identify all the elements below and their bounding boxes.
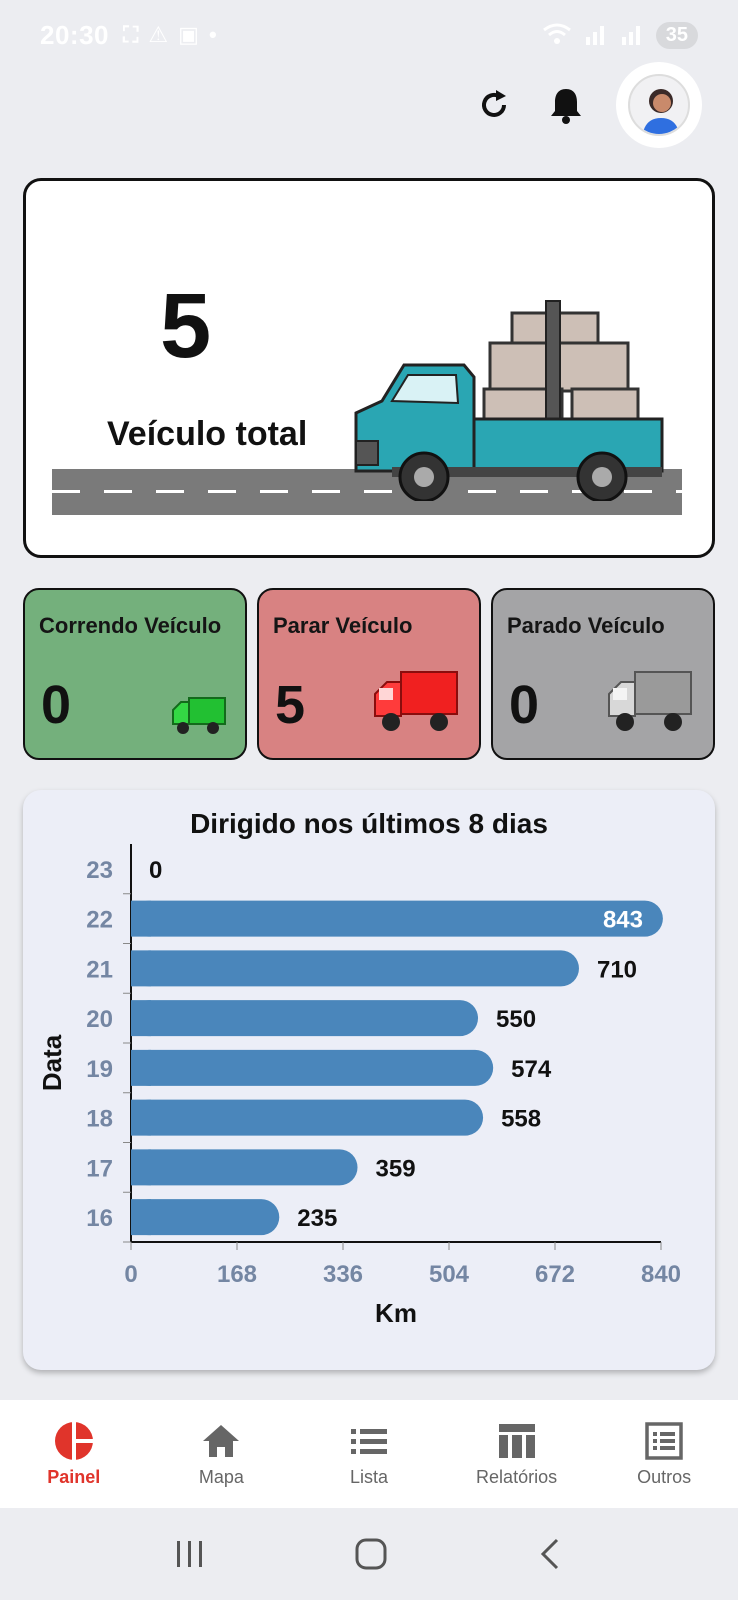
running-vehicles-card[interactable]: Correndo Veículo 0 [23, 588, 247, 760]
battery-indicator: 35 [655, 21, 698, 49]
y-tick-label: 22 [86, 907, 113, 934]
red-truck-icon [374, 671, 458, 731]
x-tick-label: 504 [429, 1261, 470, 1288]
grey-truck-icon [608, 671, 692, 731]
bar-21-base [131, 950, 151, 987]
x-tick-label: 0 [124, 1261, 137, 1288]
y-tick-label: 21 [86, 956, 113, 983]
bar-17-base [131, 1149, 151, 1186]
signal-icon [584, 23, 608, 48]
bar-19-base [131, 1049, 151, 1086]
home-button[interactable] [354, 1537, 388, 1571]
bar-18 [131, 1099, 484, 1136]
total-vehicles-card[interactable]: 5 Veículo total [23, 178, 715, 558]
refresh-button[interactable] [472, 83, 516, 127]
signal-icon-2 [620, 23, 644, 48]
running-vehicles-value: 0 [41, 675, 72, 735]
bar-20-base [131, 1000, 151, 1037]
moving-truck-illustration [354, 300, 664, 501]
data-label-21: 710 [597, 956, 637, 983]
y-tick-label: 19 [86, 1056, 113, 1083]
total-vehicles-value: 5 [160, 275, 212, 377]
app-notification-icon: ▣ [178, 22, 199, 47]
top-actions [472, 62, 702, 148]
data-label-23: 0 [149, 857, 162, 884]
bar-19 [131, 1049, 494, 1086]
x-tick-label: 672 [535, 1261, 575, 1288]
y-tick-label: 20 [86, 1006, 113, 1033]
stopping-vehicles-value: 5 [275, 675, 306, 735]
y-tick-label: 23 [86, 857, 113, 884]
data-label-22: 843 [603, 907, 643, 934]
y-tick-label: 16 [86, 1205, 113, 1232]
bell-icon [551, 89, 581, 124]
warning-icon: ⚠ [148, 22, 169, 47]
nav-relatorios-label: Relatórios [476, 1466, 558, 1487]
status-time: 20:30 [40, 19, 109, 50]
dot-icon: • [208, 22, 217, 47]
x-tick-label: 168 [217, 1261, 257, 1288]
nav-lista[interactable]: Lista [295, 1400, 443, 1508]
data-label-16: 235 [297, 1205, 337, 1232]
nav-mapa[interactable]: Mapa [148, 1400, 296, 1508]
avatar-image [628, 74, 690, 136]
notifications-button[interactable] [544, 83, 588, 127]
bottom-nav: Painel Mapa Lista Relatóri [0, 1400, 738, 1508]
stopped-vehicles-card[interactable]: Parado Veículo 0 [491, 588, 715, 760]
nav-outros[interactable]: Outros [590, 1400, 738, 1508]
list-icon [350, 1428, 387, 1454]
data-label-19: 574 [511, 1056, 552, 1083]
bar-20 [131, 1000, 479, 1037]
refresh-icon [482, 90, 506, 117]
y-tick-label: 17 [86, 1155, 113, 1182]
status-bar: 20:30 ⛶ ⚠ ▣ • 35 [0, 0, 738, 70]
stopped-vehicles-value: 0 [509, 675, 540, 735]
nav-relatorios[interactable]: Relatórios [443, 1400, 591, 1508]
distance-bar-chart: 23 0 22 843 21 710 20 550 19 574 18 558 17 359 16 235 0 1… [37, 844, 681, 1328]
bar-22-base [131, 900, 151, 937]
green-truck-icon [172, 697, 226, 734]
others-icon [645, 1421, 683, 1460]
chart-title: Dirigido nos últimos 8 dias [190, 808, 548, 839]
user-avatar[interactable] [616, 62, 702, 148]
nav-lista-label: Lista [349, 1466, 388, 1487]
recent-apps-button[interactable] [173, 1539, 207, 1569]
nav-outros-label: Outros [637, 1466, 692, 1487]
nav-painel[interactable]: Painel [0, 1400, 148, 1508]
data-label-18: 558 [501, 1106, 541, 1133]
data-label-17: 359 [376, 1155, 416, 1182]
data-label-20: 550 [496, 1006, 536, 1033]
x-axis-title: Km [375, 1298, 417, 1328]
bar-22 [131, 900, 663, 937]
nav-mapa-label: Mapa [198, 1466, 244, 1487]
running-vehicles-label: Correndo Veículo [39, 613, 222, 638]
system-nav-bar [0, 1508, 738, 1600]
status-notification-icons: ⛶ ⚠ ▣ • [123, 22, 217, 48]
y-axis-title: Data [37, 1034, 67, 1091]
nav-painel-label: Painel [47, 1466, 101, 1487]
x-tick-label: 840 [641, 1261, 681, 1288]
bar-18-base [131, 1099, 151, 1136]
stopped-vehicles-label: Parado Veículo [507, 613, 665, 638]
screenshot-icon: ⛶ [123, 22, 139, 47]
bar-21 [131, 950, 579, 987]
x-tick-label: 336 [323, 1261, 363, 1288]
wifi-icon [542, 22, 572, 49]
home-icon [203, 1424, 240, 1457]
status-right: 35 [542, 21, 698, 49]
y-tick-label: 18 [86, 1106, 113, 1133]
total-vehicles-label: Veículo total [107, 415, 308, 453]
dashboard-icon [54, 1421, 93, 1460]
total-vehicles-banner: 5 Veículo total [52, 189, 682, 549]
distance-chart-card: Dirigido nos últimos 8 dias 23 0 22 843 21 71… [23, 790, 715, 1370]
stopping-vehicles-card[interactable]: Parar Veículo 5 [257, 588, 481, 760]
back-button[interactable] [535, 1537, 565, 1571]
bar-16-base [131, 1199, 151, 1236]
bar-17 [131, 1149, 358, 1186]
bar-16 [131, 1199, 280, 1236]
reports-icon [498, 1423, 535, 1458]
stopping-vehicles-label: Parar Veículo [273, 613, 413, 638]
